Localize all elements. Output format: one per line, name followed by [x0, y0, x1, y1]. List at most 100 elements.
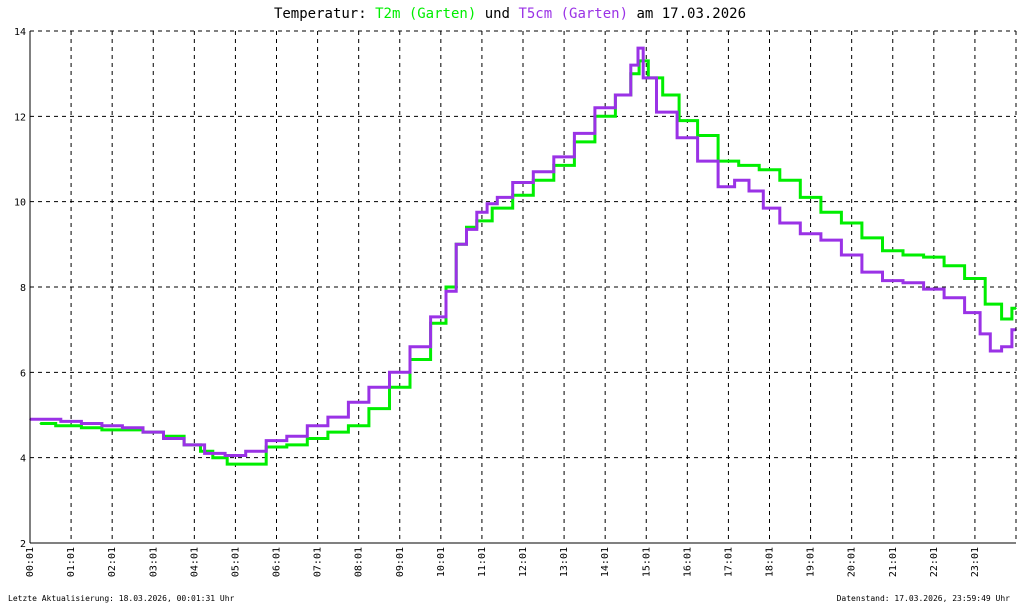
data-point	[707, 134, 709, 137]
data-point	[255, 463, 257, 465]
data-point	[357, 424, 360, 427]
x-tick-label: 13:01	[559, 547, 570, 577]
data-point	[337, 431, 339, 433]
data-point	[316, 424, 319, 427]
data-point	[378, 407, 381, 410]
data-point	[205, 450, 208, 453]
footer-last-update: Letzte Aktualisierung: 18.03.2026, 00:01…	[8, 594, 235, 603]
data-point	[994, 303, 997, 305]
data-point	[450, 286, 452, 288]
x-tick-label: 22:01	[929, 547, 940, 577]
data-point	[830, 239, 832, 241]
data-point	[583, 132, 586, 135]
data-point	[1007, 318, 1009, 320]
data-point	[739, 179, 742, 182]
data-point	[501, 207, 504, 209]
data-point	[583, 141, 586, 143]
data-point	[296, 444, 298, 446]
data-point	[670, 94, 672, 96]
data-point	[830, 211, 832, 214]
data-point	[173, 437, 175, 440]
data-point	[111, 429, 113, 431]
x-tick-label: 06:01	[272, 547, 283, 577]
x-tick-label: 01:01	[66, 547, 77, 577]
data-point	[850, 254, 853, 256]
data-point	[111, 424, 113, 427]
grid	[30, 31, 1016, 543]
title-suffix: am 17.03.2026	[636, 6, 746, 22]
data-point	[707, 160, 709, 162]
x-tick-label: 00:01	[25, 547, 36, 577]
data-point	[624, 94, 627, 96]
data-point	[756, 190, 758, 192]
title-joiner: und	[485, 6, 510, 22]
data-point	[399, 371, 401, 374]
data-point	[337, 416, 339, 418]
data-point	[1015, 307, 1017, 310]
y-tick-label: 14	[14, 27, 26, 38]
y-tick-label: 2	[20, 539, 26, 550]
x-tick-label: 18:01	[765, 547, 776, 577]
data-point	[768, 207, 771, 209]
data-point	[470, 226, 473, 229]
axes	[29, 30, 1017, 544]
data-point	[850, 222, 853, 224]
data-point	[316, 437, 319, 440]
data-point	[933, 288, 935, 290]
x-tick-label: 20:01	[847, 547, 858, 577]
data-point	[378, 386, 381, 389]
data-point	[809, 196, 812, 199]
data-point	[399, 386, 401, 389]
data-point	[39, 422, 42, 425]
data-point	[440, 316, 442, 318]
data-point	[481, 211, 483, 214]
data-point	[90, 422, 93, 425]
data-point	[542, 179, 545, 182]
data-point	[563, 156, 565, 158]
data-point	[152, 431, 155, 433]
data-point	[255, 450, 257, 453]
y-tick-label: 10	[14, 198, 26, 209]
data-point	[686, 119, 689, 122]
data-point	[974, 311, 976, 314]
data-point	[296, 435, 298, 438]
data-point	[892, 279, 894, 282]
data-point	[809, 232, 812, 235]
data-point	[470, 228, 473, 231]
y-tick-label: 6	[20, 368, 26, 379]
data-point	[635, 72, 637, 75]
data-point	[974, 277, 976, 280]
x-tick-label: 07:01	[313, 547, 324, 577]
data-point	[450, 290, 452, 293]
data-point	[522, 194, 524, 197]
data-point	[70, 424, 72, 427]
x-tick-label: 14:01	[600, 547, 611, 577]
data-point	[604, 107, 606, 109]
data-point	[440, 322, 442, 325]
x-tick-label: 11:01	[477, 547, 488, 577]
x-tick-label: 12:01	[518, 547, 529, 577]
data-point	[639, 47, 641, 49]
title-series-t5cm: T5cm (Garten)	[518, 6, 628, 22]
data-point	[912, 254, 915, 256]
data-point	[234, 463, 237, 465]
data-point	[275, 446, 278, 448]
series-line-t5cm	[30, 46, 1016, 457]
data-point	[49, 422, 52, 425]
title-series-t2m: T2m (Garten)	[375, 6, 476, 22]
data-point	[666, 111, 668, 113]
data-point	[727, 185, 730, 188]
x-tick-label: 16:01	[682, 547, 693, 577]
x-tick-label: 08:01	[354, 547, 365, 577]
data-point	[275, 439, 278, 442]
data-point	[542, 171, 545, 173]
y-tick-label: 12	[14, 112, 26, 123]
x-tick-label: 23:01	[970, 547, 981, 577]
data-point	[491, 203, 494, 205]
data-point	[1007, 345, 1009, 348]
data-point	[953, 296, 956, 299]
data-point	[460, 243, 463, 246]
series-layer	[29, 46, 1017, 466]
data-point	[563, 164, 565, 167]
